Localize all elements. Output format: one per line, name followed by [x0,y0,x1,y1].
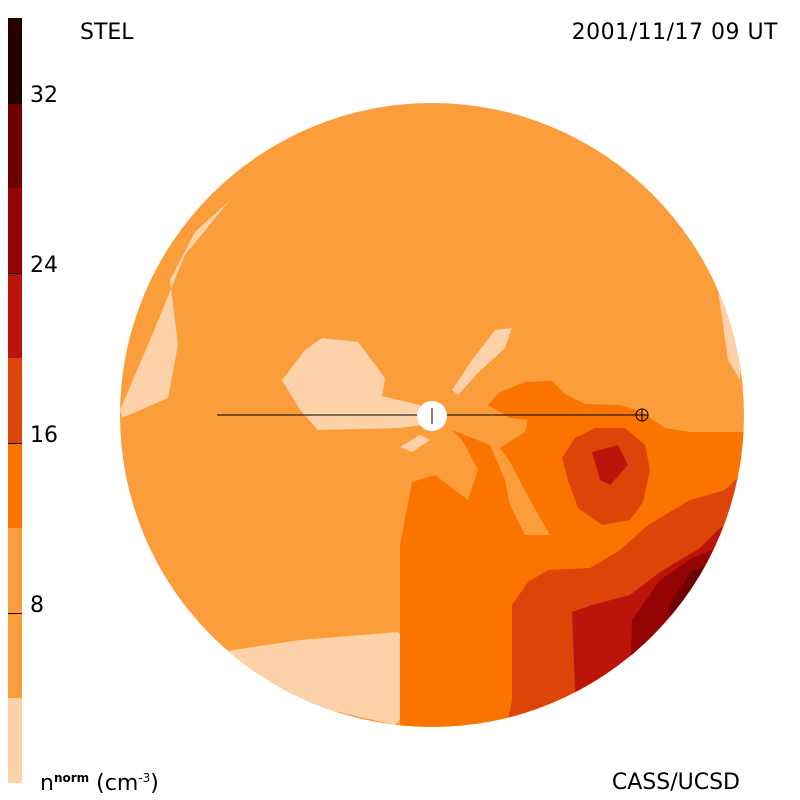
colorbar-tick [8,103,22,104]
colorbar-segment [8,18,22,103]
contour-low-central [282,338,422,430]
colorbar-segment [8,698,22,783]
colorbar-segment [8,358,22,443]
contour-low-east [692,200,742,380]
colorbar-tick [8,613,22,614]
colorbar-segment [8,188,22,273]
colorbar-segment [8,103,22,188]
colorbar-segment [8,273,22,358]
unit-exponent: -3 [138,771,151,785]
contour-low-south [220,632,420,725]
colorbar-tick [8,273,22,274]
colorbar-tick-label: 16 [30,423,58,448]
contour-low-west [120,200,230,418]
colorbar-tick-label: 32 [30,83,58,108]
observatory-label: STEL [80,20,134,45]
colorbar-unit-label: nnorm (cm-3) [40,772,159,795]
contour-high [592,445,628,485]
unit-open: (cm [96,771,139,796]
colorbar-segment [8,443,22,528]
contour-low-spike [452,328,512,395]
contour-low-small [400,435,430,452]
colorbar-tick [8,443,22,444]
unit-superscript: norm [53,771,90,785]
unit-close: ) [150,771,159,796]
colorbar-tick-label: 24 [30,253,58,278]
colorbar-tick-label: 8 [30,593,44,618]
credit-label: CASS/UCSD [611,770,740,795]
timestamp-label: 2001/11/17 09 UT [571,20,778,45]
unit-base: n [40,771,54,796]
